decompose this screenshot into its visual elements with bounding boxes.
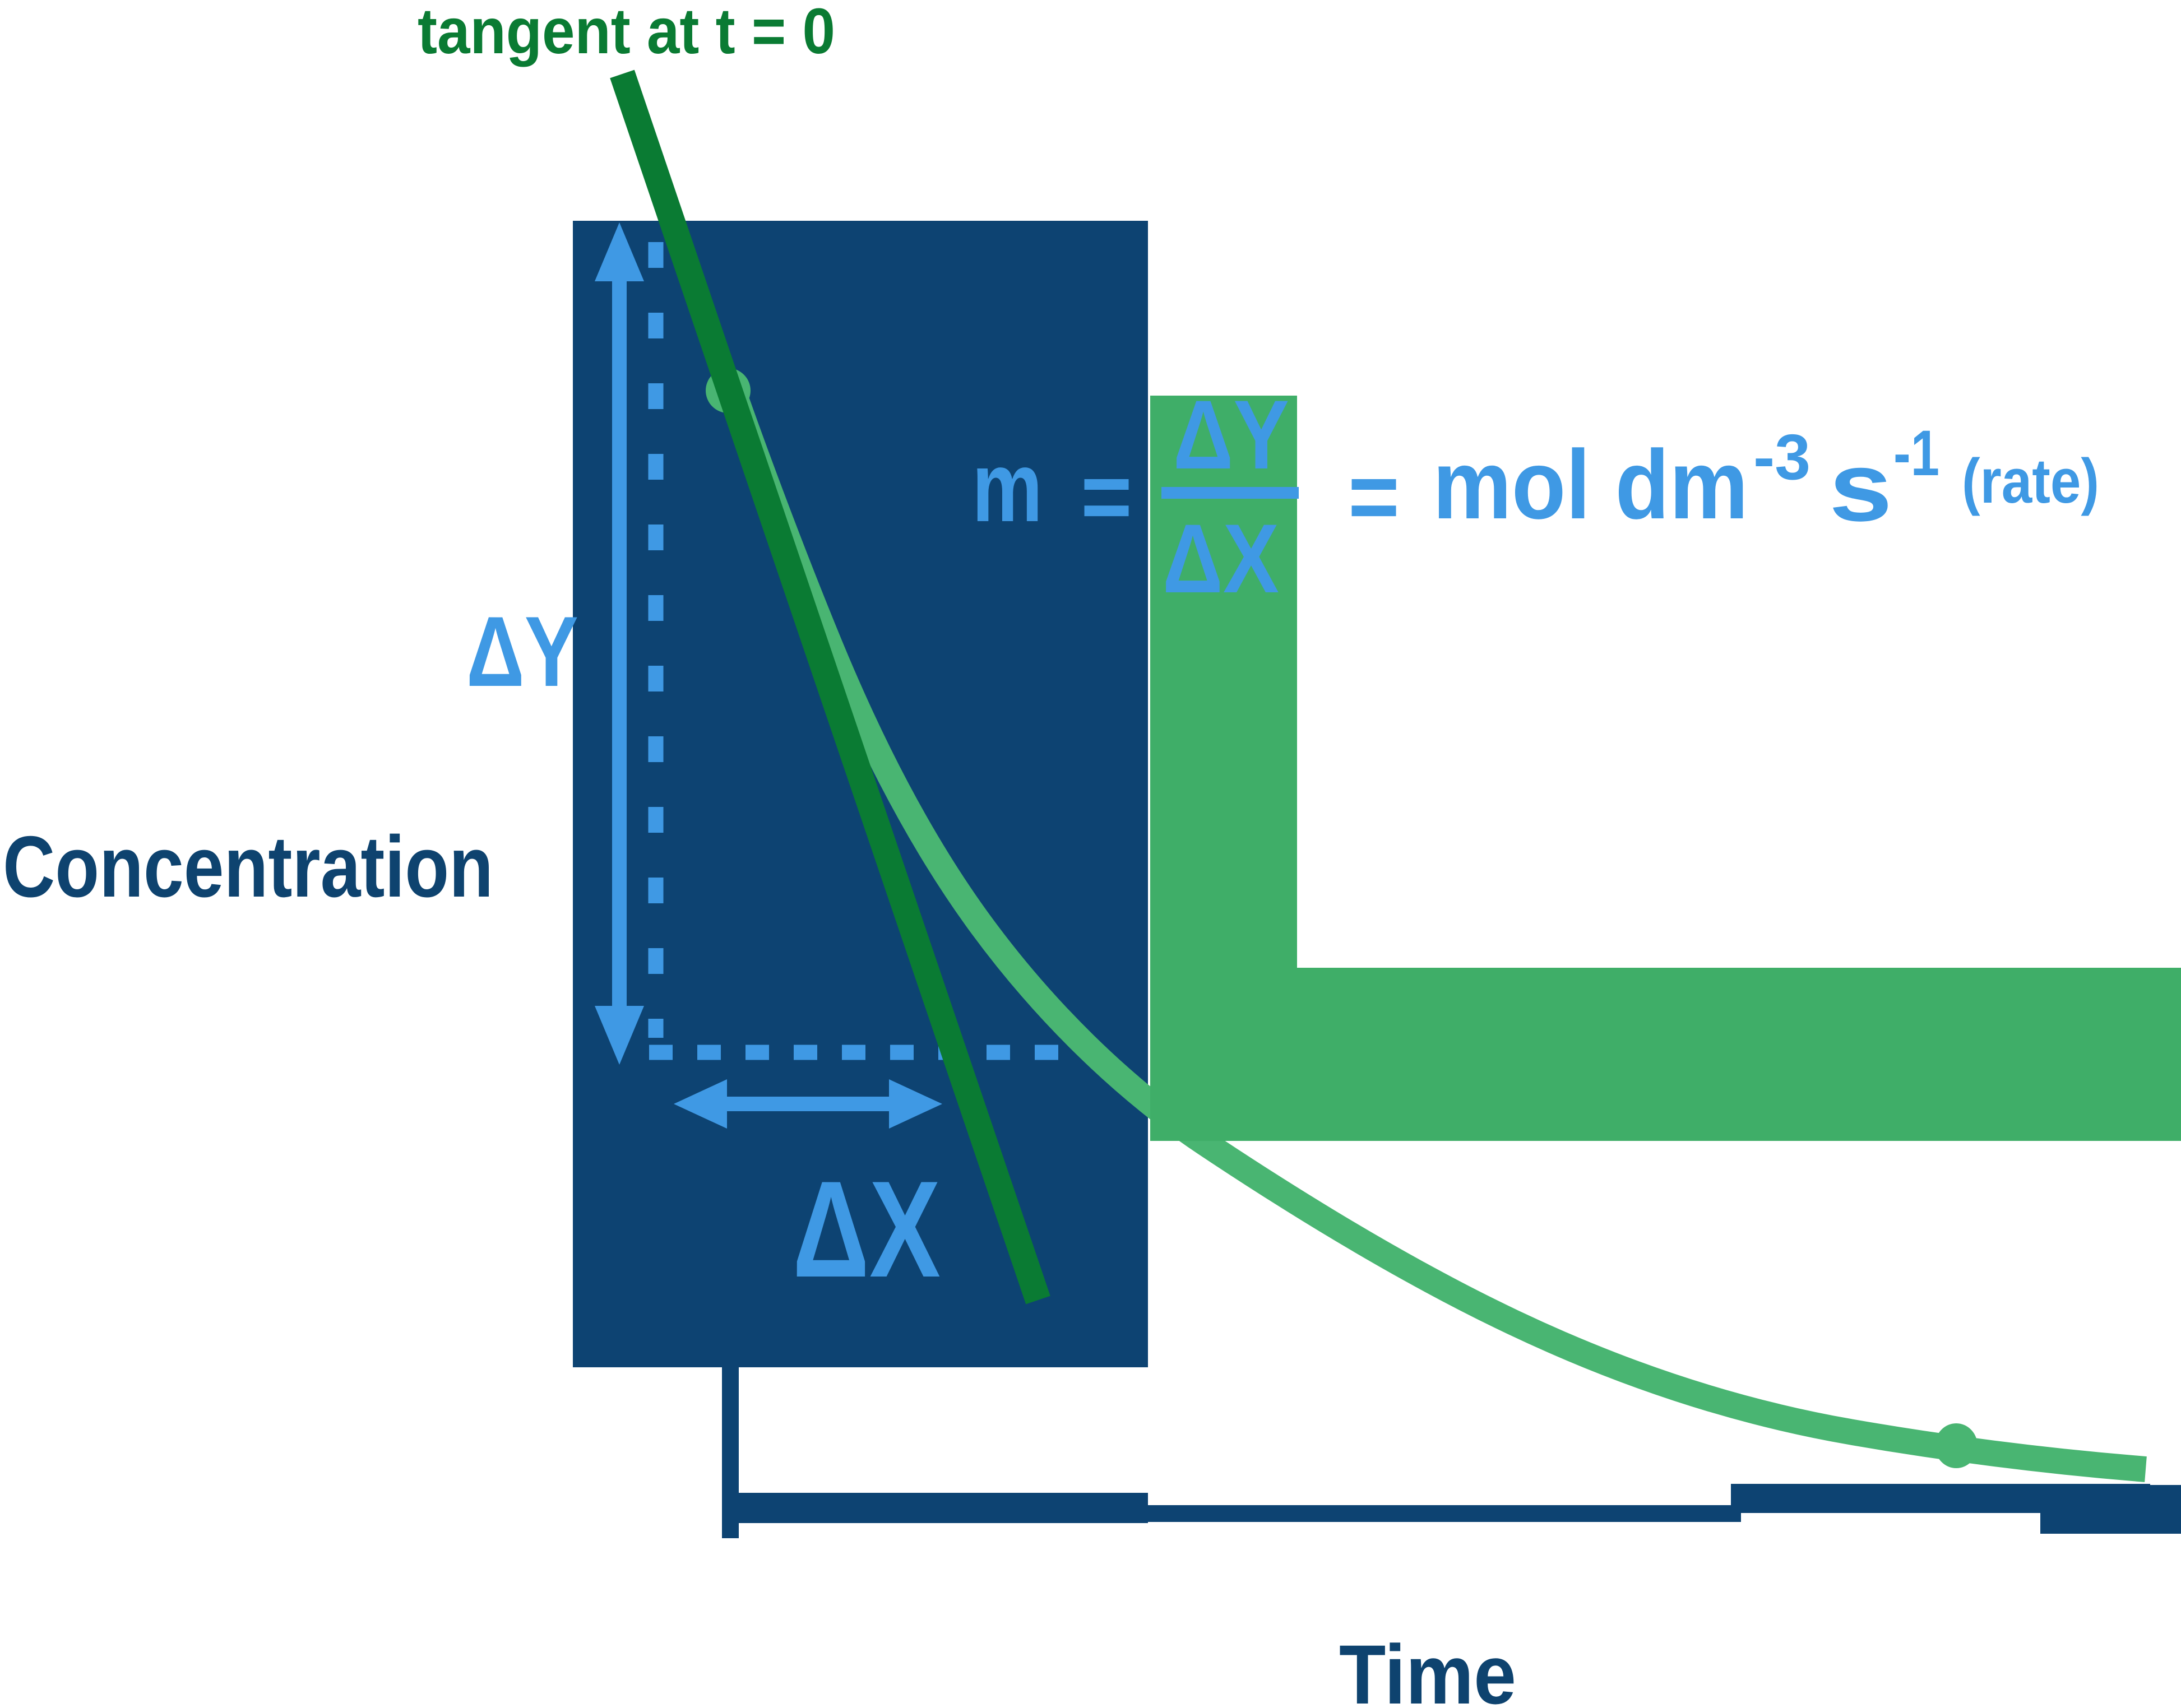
- formula-unit-s: s: [1829, 433, 1892, 542]
- formula-eq2: =: [1348, 442, 1400, 551]
- delta-x-arrow-right-icon: [889, 1079, 942, 1129]
- y-axis-label: Concentration: [3, 818, 493, 915]
- formula-eq1: =: [1081, 442, 1132, 551]
- delta-y-arrow-up-icon: [595, 222, 644, 281]
- tangent-label: tangent at t = 0: [418, 0, 835, 67]
- delta-x-arrow-left-icon: [674, 1079, 727, 1129]
- formula-denominator: ΔX: [1163, 504, 1279, 614]
- green-band-vertical: [1150, 396, 1297, 1141]
- x-axis-segment-1: [722, 1493, 1148, 1523]
- delta-y-arrow-down-icon: [595, 1006, 644, 1065]
- fraction-bar: [1161, 487, 1299, 499]
- formula-rate-note: (rate): [1962, 446, 2099, 516]
- delta-y-label: ΔY: [466, 596, 578, 707]
- formula-unit-base: mol dm: [1433, 430, 1748, 540]
- x-axis-segment-4: [2040, 1485, 2181, 1534]
- green-band-horizontal: [1296, 968, 2181, 1141]
- formula-numerator: ΔY: [1173, 380, 1289, 490]
- x-axis-label: Time: [1339, 1627, 1516, 1708]
- concentration-curve: [716, 374, 2147, 1482]
- tangent-line: [610, 69, 1050, 1305]
- late-time-point-dot: [1935, 1423, 1978, 1468]
- formula-unit-exp2: -1: [1893, 417, 1939, 489]
- formula-unit-exp1: -3: [1753, 421, 1810, 493]
- x-axis-segment-2: [1147, 1505, 1741, 1522]
- delta-x-label: ΔX: [793, 1152, 941, 1306]
- formula-m: m: [972, 431, 1043, 542]
